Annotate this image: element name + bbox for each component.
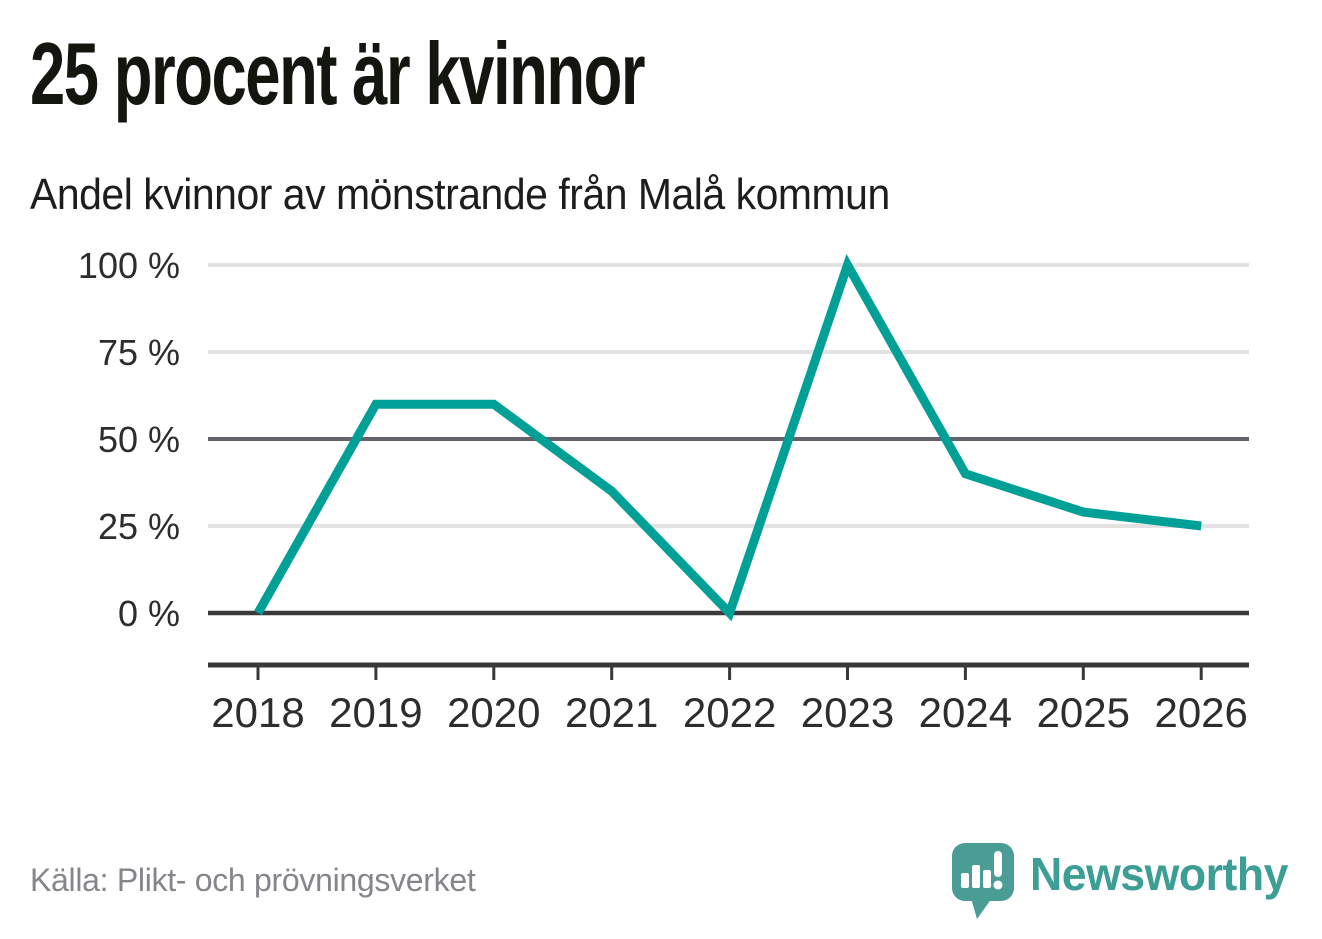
bar-chart-glyph-bar2 bbox=[972, 865, 981, 888]
x-axis-tick-label: 2025 bbox=[1037, 689, 1130, 736]
x-axis-tick-label: 2023 bbox=[801, 689, 894, 736]
x-axis-tick-label: 2018 bbox=[211, 689, 304, 736]
y-axis-tick-label: 50 % bbox=[98, 419, 180, 460]
newsworthy-logo-icon bbox=[952, 843, 1015, 919]
x-axis-tick-label: 2020 bbox=[447, 689, 540, 736]
chart-subtitle: Andel kvinnor av mönstrande från Malå ko… bbox=[30, 170, 954, 221]
y-axis-tick-label: 100 % bbox=[78, 245, 180, 286]
y-axis-tick-label: 0 % bbox=[118, 593, 180, 634]
newsworthy-wordmark: Newsworthy bbox=[1030, 848, 1289, 900]
source-note: Källa: Plikt- och prövningsverket bbox=[30, 862, 476, 898]
chart-title: 25 procent är kvinnor bbox=[30, 24, 883, 123]
x-axis-tick-label: 2024 bbox=[919, 689, 1012, 736]
exclamation-glyph-bar bbox=[994, 851, 1003, 877]
chart-title-text: 25 procent är kvinnor bbox=[30, 24, 646, 123]
x-axis-tick-label: 2021 bbox=[565, 689, 658, 736]
y-axis-tick-label: 25 % bbox=[98, 506, 180, 547]
speech-bubble-tail bbox=[971, 898, 993, 919]
x-axis-tick-label: 2019 bbox=[329, 689, 422, 736]
newsworthy-brand: Newsworthy bbox=[951, 842, 1296, 922]
bar-chart-glyph-bar3 bbox=[983, 870, 992, 888]
bar-chart-glyph-bar1 bbox=[961, 873, 970, 888]
x-axis-tick-label: 2022 bbox=[683, 689, 776, 736]
chart-subtitle-text: Andel kvinnor av mönstrande från Malå ko… bbox=[30, 170, 890, 219]
exclamation-glyph-dot bbox=[993, 880, 1003, 890]
data-line bbox=[254, 254, 1202, 622]
x-axis-tick-label: 2026 bbox=[1154, 689, 1247, 736]
y-axis-tick-label: 75 % bbox=[98, 332, 180, 373]
